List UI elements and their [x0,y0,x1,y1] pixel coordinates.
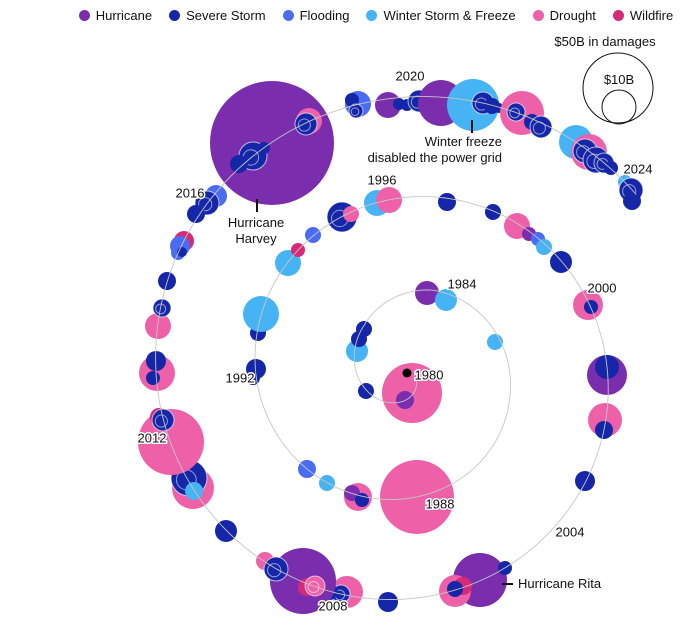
event-bubble-severe_storm-1997 [438,193,456,211]
event-bubble-cluster-texture [297,118,311,132]
size-legend: $50B in damages $10B [554,34,656,125]
event-bubble-cluster-texture [267,563,282,578]
event-bubble-severe_storm-2019 [345,93,359,107]
event-bubble-winter_storm-2011 [185,482,203,500]
event-bubble-severe_storm-1983 [356,321,372,337]
harvey-annotation: Hurricane Harvey [228,215,284,247]
event-bubble-hurricane-2017 [210,81,334,205]
legend-label-hurricane: Hurricane [95,8,153,23]
event-bubble-severe_storm-1998 [485,204,501,220]
event-bubble-cluster-texture [198,197,213,212]
size-legend-10b-label: $10B [604,72,634,87]
size-legend-50b-circle [582,52,654,124]
harvey-annotation-tick [256,199,258,212]
winter-freeze-annotation: Winter freeze disabled the power grid [368,134,502,166]
legend-label-flooding: Flooding [299,8,350,23]
event-bubble-severe_storm-1981 [358,383,374,399]
legend-dot-drought [532,10,544,21]
year-label-2000: 2000 [588,281,617,296]
legend-dot-hurricane [78,10,90,21]
year-label-2008: 2008 [319,599,348,614]
event-bubble-winter_storm-1999 [536,239,552,255]
event-bubble-cluster-texture [154,414,168,428]
legend: Hurricane Severe Storm Flooding Winter Stor… [26,8,700,23]
event-bubble-severe_storm-2003 [575,471,595,491]
legend-item-wildfire: Wildfire [612,8,674,23]
event-bubble-hurricane-1983 [415,281,439,305]
legend-dot-wildfire [612,10,624,21]
legend-dot-winter_storm [366,10,378,21]
legend-dot-severe_storm [169,10,181,21]
event-bubble-severe_storm-2017 [230,155,248,173]
event-bubble-severe_storm-2016 [187,205,205,223]
legend-label-wildfire: Wildfire [629,8,674,23]
event-bubble-severe_storm-2006 [447,581,463,597]
event-bubble-severe_storm-2010 [215,520,237,542]
year-label-1980: 1980 [415,368,444,383]
year-label-2004: 2004 [556,525,585,540]
year-label-2016: 2016 [176,186,205,201]
event-bubble-drought-1980 [382,363,442,423]
legend-item-hurricane: Hurricane [78,8,153,23]
event-bubble-cluster-texture [307,581,320,593]
rita-annotation: Hurricane Rita [518,576,602,591]
harvey-annotation-line2: Harvey [235,231,277,246]
winter-freeze-line2: disabled the power grid [367,150,502,165]
year-labels-layer: 1980 1984 1988 1992 1996 2000 2004 2008 2012 2016… [136,67,654,615]
event-bubble-cluster-texture [155,303,167,315]
event-bubble-winter_storm-1994 [275,250,301,276]
year-label-1988: 1988 [426,497,455,512]
event-bubble-cluster-texture [350,107,360,117]
rita-annotation-tick [502,583,513,585]
harvey-annotation-line1: Hurricane [227,215,285,230]
legend-dot-flooding [282,10,294,21]
year-label-2024: 2024 [624,162,653,177]
legend-label-severe_storm: Severe Storm [186,8,266,23]
legend-item-drought: Drought [532,8,596,23]
event-bubble-winter_storm-1984 [435,289,457,311]
legend-label-drought: Drought [549,8,596,23]
event-bubble-drought-1996 [343,206,359,222]
year-label-1996: 1996 [368,173,397,188]
size-legend-10b-circle [601,89,637,125]
size-legend-title: $50B in damages [554,34,656,49]
event-bubble-cluster-texture [509,107,521,119]
legend-item-severe_storm: Severe Storm [169,8,266,23]
winter-freeze-line1: Winter freeze [424,134,502,149]
event-bubble-severe_storm-2013 [146,371,160,385]
event-bubble-severe_storm-2007 [378,592,398,612]
legend-item-winter_storm: Winter Storm & Freeze [366,8,516,23]
year-label-1984: 1984 [448,277,477,292]
start-dot-1980 [402,368,412,378]
legend-item-flooding: Flooding [282,8,350,23]
winter-freeze-annotation-tick [471,120,473,133]
legend-label-winter_storm: Winter Storm & Freeze [383,8,516,23]
year-label-2020: 2020 [396,69,425,84]
year-label-2012: 2012 [138,431,167,446]
spiral-timeline [155,96,637,600]
event-bubble-severe_storm-2024 [623,192,641,210]
year-label-1992: 1992 [226,371,255,386]
